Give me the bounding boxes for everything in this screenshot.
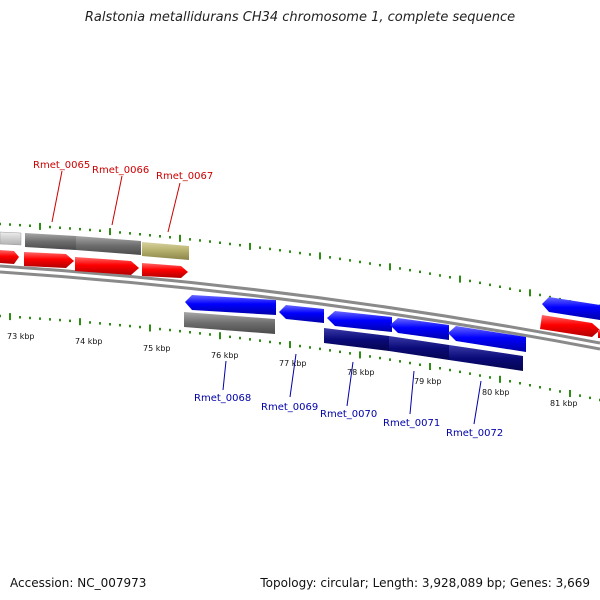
kbp-label: 80 kbp <box>482 388 510 397</box>
kbp-label: 76 kbp <box>211 351 239 360</box>
leader-line <box>289 353 297 398</box>
map-title: Ralstonia metallidurans CH34 chromosome … <box>84 10 516 25</box>
accession-text: Accession: NC_007973 <box>10 576 147 590</box>
backbone-inner <box>0 270 600 351</box>
kbp-label: 78 kbp <box>347 368 375 377</box>
cog-block <box>76 236 141 255</box>
leader-line <box>346 361 354 407</box>
backbone-outer <box>0 264 600 345</box>
gene-arrow-reverse[interactable] <box>327 311 392 332</box>
gene-label-forward[interactable]: Rmet_0066 <box>92 165 149 176</box>
leader-line <box>51 170 63 223</box>
leader-line <box>167 182 181 233</box>
gene-arrow-reverse[interactable] <box>185 295 276 315</box>
kbp-label: 81 kbp <box>550 399 578 408</box>
gene-label-reverse[interactable]: Rmet_0071 <box>383 418 440 429</box>
kbp-label: 79 kbp <box>414 377 442 386</box>
gene-arrow-forward[interactable] <box>540 315 600 337</box>
gene-arrow-reverse[interactable] <box>390 318 449 340</box>
leader-line <box>473 380 482 425</box>
gene-arrow-forward[interactable] <box>0 250 19 264</box>
kbp-label: 77 kbp <box>279 359 307 368</box>
gene-arrow-forward[interactable] <box>142 263 188 278</box>
tick-row-lower <box>0 313 600 402</box>
gene-arrow-reverse[interactable] <box>542 297 600 320</box>
gene-label-reverse[interactable]: Rmet_0070 <box>320 409 377 420</box>
gene-label-reverse[interactable]: Rmet_0069 <box>261 402 318 413</box>
gene-arrow-forward[interactable] <box>75 257 139 275</box>
cog-block <box>389 336 449 360</box>
kbp-labels: 73 kbp 74 kbp 75 kbp 76 kbp 77 kbp 78 kb… <box>7 332 578 408</box>
gene-label-forward[interactable]: Rmet_0065 <box>33 160 90 171</box>
cog-block <box>184 312 275 334</box>
leader-line <box>111 175 123 226</box>
cog-block <box>0 231 22 246</box>
forward-features <box>0 231 600 338</box>
kbp-label: 73 kbp <box>7 332 35 341</box>
cog-block <box>449 345 523 371</box>
gene-label-reverse[interactable]: Rmet_0072 <box>446 428 503 439</box>
gene-label-forward[interactable]: Rmet_0067 <box>156 171 213 182</box>
cog-block <box>324 328 389 351</box>
topology-text: Topology: circular; Length: 3,928,089 bp… <box>260 576 590 590</box>
forward-gene-labels: Rmet_0065 Rmet_0066 Rmet_0067 <box>33 160 213 233</box>
cog-block <box>142 242 189 260</box>
gene-label-reverse[interactable]: Rmet_0068 <box>194 393 251 404</box>
gene-arrow-forward[interactable] <box>24 252 74 268</box>
cog-block <box>25 233 76 250</box>
kbp-label: 75 kbp <box>143 344 171 353</box>
kbp-label: 74 kbp <box>75 337 103 346</box>
reverse-features <box>184 295 600 371</box>
gene-arrow-reverse[interactable] <box>279 305 324 323</box>
leader-line <box>222 360 227 391</box>
reverse-gene-labels: Rmet_0068 Rmet_0069 Rmet_0070 Rmet_0071 … <box>194 353 503 439</box>
gene-arrow-reverse[interactable] <box>448 326 526 352</box>
leader-line <box>409 370 415 415</box>
